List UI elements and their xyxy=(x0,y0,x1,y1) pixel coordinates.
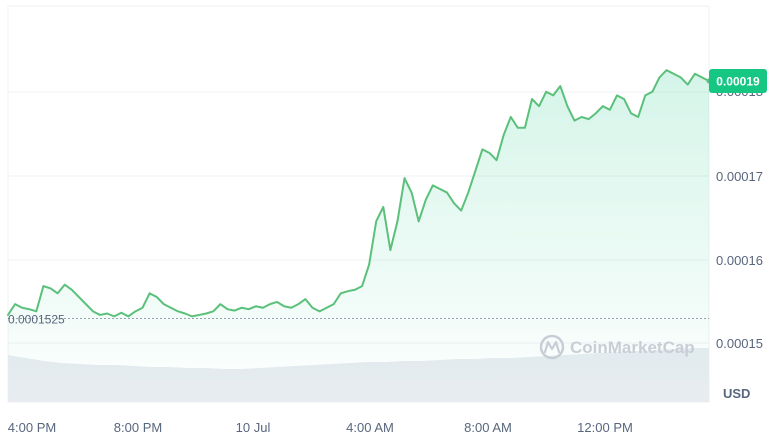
x-axis-tick-label: 10 Jul xyxy=(236,420,271,435)
x-axis-tick-label: 12:00 PM xyxy=(577,420,633,435)
coinmarketcap-logo-icon xyxy=(539,334,565,360)
x-axis-tick-label: 8:00 AM xyxy=(464,420,512,435)
currency-label: USD xyxy=(723,386,750,401)
baseline-price-label: 0.0001525 xyxy=(8,313,65,327)
price-area-fill xyxy=(8,70,709,402)
coinmarketcap-logo-mark xyxy=(543,340,561,354)
current-price-badge: 0.00019 xyxy=(709,68,767,93)
current-price-text: 0.00019 xyxy=(716,74,760,88)
x-axis-tick-label: 4:00 PM xyxy=(8,420,56,435)
coinmarketcap-watermark-text: CoinMarketCap xyxy=(570,338,695,357)
y-axis-tick-label: 0.00017 xyxy=(716,169,763,184)
x-axis-tick-label: 4:00 AM xyxy=(346,420,394,435)
area-layer xyxy=(8,70,709,402)
baseline-label-group: 0.0001525 xyxy=(8,313,65,327)
x-axis-tick-label: 8:00 PM xyxy=(114,420,162,435)
y-axis-tick-label: 0.00016 xyxy=(716,253,763,268)
current-price-badge-bg xyxy=(709,68,767,93)
price-line xyxy=(7,69,710,318)
y-axis-tick-label: 0.00015 xyxy=(716,336,763,351)
coinmarketcap-watermark: CoinMarketCap xyxy=(539,334,695,360)
